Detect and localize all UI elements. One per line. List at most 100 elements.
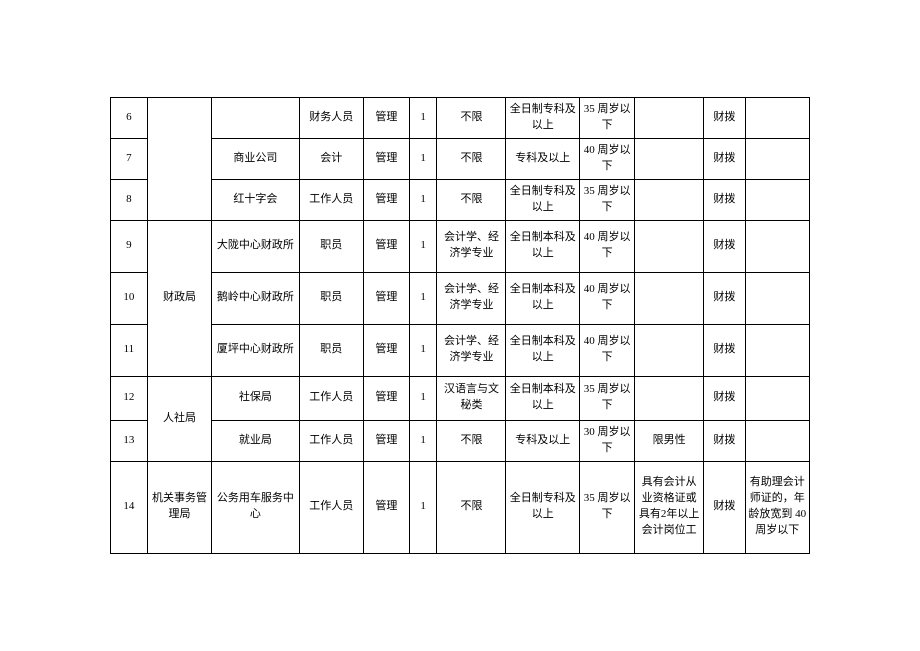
- cell-age: 40 周岁以下: [580, 272, 635, 324]
- table-row: 8 红十字会 工作人员 管理 1 不限 全日制专科及以上 35 周岁以下 财拨: [111, 180, 810, 221]
- cell-idx: 12: [111, 376, 148, 420]
- cell-fund: 财拨: [704, 461, 745, 553]
- cell-note: [745, 98, 809, 139]
- cell-idx: 8: [111, 180, 148, 221]
- cell-cnt: 1: [409, 139, 437, 180]
- table-row: 11 厦坪中心财政所 职员 管理 1 会计学、经济学专业 全日制本科及以上 40…: [111, 324, 810, 376]
- cell-note: [745, 376, 809, 420]
- cell-note: [745, 420, 809, 461]
- cell-maj: 汉语言与文秘类: [437, 376, 506, 420]
- cell-cnt: 1: [409, 98, 437, 139]
- table-row: 6 财务人员 管理 1 不限 全日制专科及以上 35 周岁以下 财拨: [111, 98, 810, 139]
- cell-idx: 14: [111, 461, 148, 553]
- cell-age: 30 周岁以下: [580, 420, 635, 461]
- cell-maj: 会计学、经济学专业: [437, 272, 506, 324]
- cell-age: 40 周岁以下: [580, 324, 635, 376]
- cell-pos: 财务人员: [299, 98, 363, 139]
- cell-other: [635, 272, 704, 324]
- table-row: 13 就业局 工作人员 管理 1 不限 专科及以上 30 周岁以下 限男性 财拨: [111, 420, 810, 461]
- cell-unit: 鹅岭中心财政所: [212, 272, 299, 324]
- table-row: 7 商业公司 会计 管理 1 不限 专科及以上 40 周岁以下 财拨: [111, 139, 810, 180]
- cell-maj: 不限: [437, 98, 506, 139]
- cell-fund: 财拨: [704, 420, 745, 461]
- cell-edu: 全日制专科及以上: [506, 180, 580, 221]
- cell-other: [635, 98, 704, 139]
- cell-age: 40 周岁以下: [580, 139, 635, 180]
- cell-type: 管理: [363, 324, 409, 376]
- cell-pos: 工作人员: [299, 180, 363, 221]
- cell-type: 管理: [363, 272, 409, 324]
- cell-edu: 全日制本科及以上: [506, 376, 580, 420]
- cell-edu: 全日制本科及以上: [506, 272, 580, 324]
- cell-fund: 财拨: [704, 180, 745, 221]
- cell-unit: 商业公司: [212, 139, 299, 180]
- recruitment-table: 6 财务人员 管理 1 不限 全日制专科及以上 35 周岁以下 财拨 7 商业公…: [110, 97, 810, 554]
- cell-fund: 财拨: [704, 98, 745, 139]
- cell-dept: 机关事务管理局: [147, 461, 211, 553]
- cell-edu: 全日制本科及以上: [506, 220, 580, 272]
- cell-note: [745, 139, 809, 180]
- cell-age: 35 周岁以下: [580, 180, 635, 221]
- cell-type: 管理: [363, 420, 409, 461]
- cell-unit: 就业局: [212, 420, 299, 461]
- cell-cnt: 1: [409, 180, 437, 221]
- table-row: 12 人社局 社保局 工作人员 管理 1 汉语言与文秘类 全日制本科及以上 35…: [111, 376, 810, 420]
- cell-fund: 财拨: [704, 324, 745, 376]
- table-row: 10 鹅岭中心财政所 职员 管理 1 会计学、经济学专业 全日制本科及以上 40…: [111, 272, 810, 324]
- cell-fund: 财拨: [704, 376, 745, 420]
- cell-note: [745, 272, 809, 324]
- cell-note: [745, 324, 809, 376]
- cell-other: 限男性: [635, 420, 704, 461]
- cell-idx: 6: [111, 98, 148, 139]
- cell-dept: 人社局: [147, 376, 211, 461]
- cell-pos: 职员: [299, 324, 363, 376]
- cell-pos: 职员: [299, 272, 363, 324]
- cell-cnt: 1: [409, 461, 437, 553]
- cell-maj: 不限: [437, 139, 506, 180]
- cell-unit: 社保局: [212, 376, 299, 420]
- cell-other: 具有会计从业资格证或具有2年以上会计岗位工: [635, 461, 704, 553]
- cell-maj: 不限: [437, 420, 506, 461]
- cell-idx: 9: [111, 220, 148, 272]
- cell-cnt: 1: [409, 324, 437, 376]
- cell-edu: 专科及以上: [506, 139, 580, 180]
- cell-unit: 厦坪中心财政所: [212, 324, 299, 376]
- cell-edu: 全日制本科及以上: [506, 324, 580, 376]
- cell-dept: [147, 98, 211, 221]
- cell-pos: 工作人员: [299, 461, 363, 553]
- recruitment-table-container: 6 财务人员 管理 1 不限 全日制专科及以上 35 周岁以下 财拨 7 商业公…: [110, 97, 810, 554]
- cell-type: 管理: [363, 180, 409, 221]
- cell-cnt: 1: [409, 420, 437, 461]
- cell-idx: 7: [111, 139, 148, 180]
- cell-maj: 会计学、经济学专业: [437, 220, 506, 272]
- cell-fund: 财拨: [704, 139, 745, 180]
- table-row: 14 机关事务管理局 公务用车服务中心 工作人员 管理 1 不限 全日制专科及以…: [111, 461, 810, 553]
- cell-cnt: 1: [409, 376, 437, 420]
- cell-type: 管理: [363, 139, 409, 180]
- cell-note: 有助理会计师证的，年龄放宽到 40 周岁以下: [745, 461, 809, 553]
- cell-type: 管理: [363, 376, 409, 420]
- cell-maj: 会计学、经济学专业: [437, 324, 506, 376]
- cell-pos: 工作人员: [299, 420, 363, 461]
- cell-other: [635, 220, 704, 272]
- cell-other: [635, 324, 704, 376]
- cell-age: 35 周岁以下: [580, 376, 635, 420]
- cell-idx: 10: [111, 272, 148, 324]
- cell-fund: 财拨: [704, 220, 745, 272]
- cell-note: [745, 220, 809, 272]
- cell-type: 管理: [363, 461, 409, 553]
- cell-maj: 不限: [437, 180, 506, 221]
- cell-note: [745, 180, 809, 221]
- cell-unit: 大陇中心财政所: [212, 220, 299, 272]
- cell-age: 35 周岁以下: [580, 98, 635, 139]
- cell-other: [635, 180, 704, 221]
- cell-other: [635, 139, 704, 180]
- cell-pos: 工作人员: [299, 376, 363, 420]
- table-row: 9 财政局 大陇中心财政所 职员 管理 1 会计学、经济学专业 全日制本科及以上…: [111, 220, 810, 272]
- cell-idx: 13: [111, 420, 148, 461]
- cell-cnt: 1: [409, 272, 437, 324]
- cell-other: [635, 376, 704, 420]
- cell-unit: 红十字会: [212, 180, 299, 221]
- cell-age: 40 周岁以下: [580, 220, 635, 272]
- cell-unit: [212, 98, 299, 139]
